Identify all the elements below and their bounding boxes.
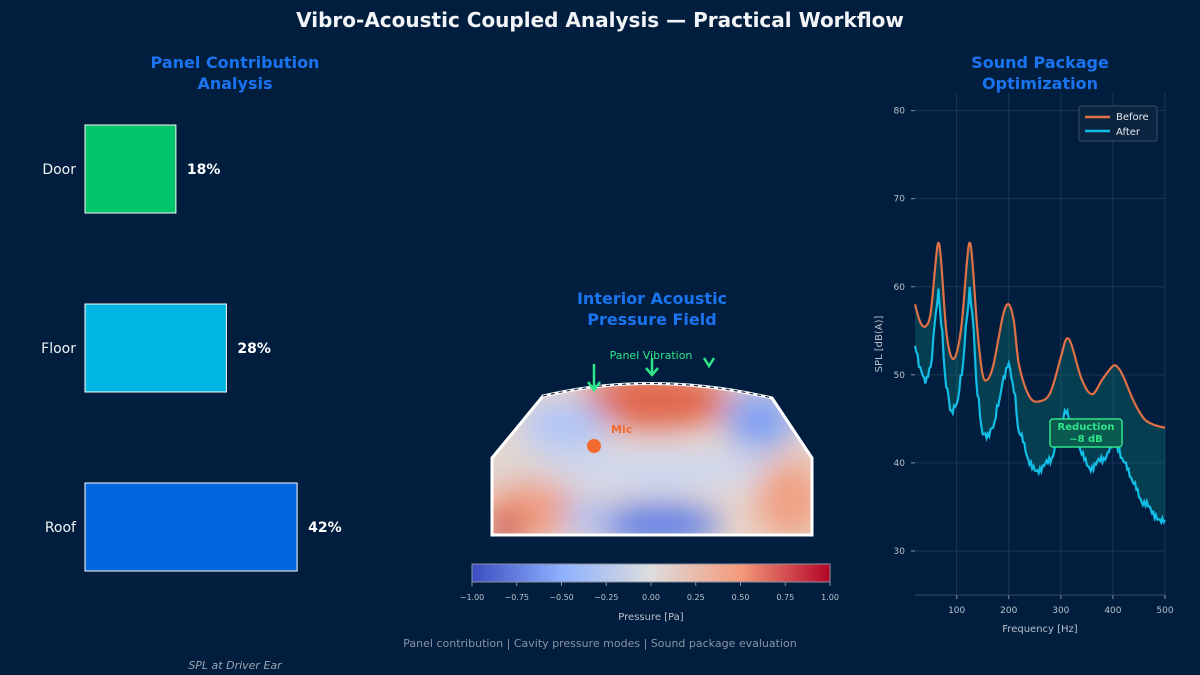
- bar-value-floor: 28%: [237, 341, 271, 357]
- colorbar-tick-label: −0.75: [504, 593, 529, 602]
- vibration-arrows: [587, 357, 716, 393]
- legend-label-before: Before: [1116, 112, 1149, 123]
- footer-note: Panel contribution | Cavity pressure mod…: [403, 637, 797, 650]
- y-tick-label: 30: [894, 547, 906, 557]
- caption: SPL at Driver Ear: [188, 659, 282, 672]
- pressure-heatmap: [492, 383, 812, 535]
- colorbar-tick-label: −1.00: [460, 593, 485, 602]
- colorbar-tick-label: 0.25: [687, 593, 705, 602]
- reduction-annotation-box: [1049, 418, 1123, 448]
- y-tick-label: 50: [894, 371, 906, 381]
- bar-label-floor: Floor: [41, 341, 76, 357]
- mic-marker: [587, 439, 601, 453]
- x-tick-label: 100: [948, 606, 965, 616]
- vibration-label: Panel Vibration: [610, 349, 693, 362]
- bar-floor: [84, 303, 227, 393]
- series-line-before: [913, 241, 1166, 429]
- bar-label-roof: Roof: [45, 520, 77, 536]
- y-tick-label: 40: [894, 459, 906, 469]
- colorbar-tick-label: −0.25: [594, 593, 619, 602]
- colorbar-label: Pressure [Pa]: [618, 612, 683, 623]
- y-tick-label: 60: [894, 283, 906, 293]
- x-tick-label: 200: [1000, 606, 1017, 616]
- bar-label-door: Door: [42, 162, 76, 178]
- colorbar-tick-label: 0.50: [732, 593, 750, 602]
- sound-package-title: Sound Package Optimization: [971, 53, 1109, 93]
- x-axis-label: Frequency [Hz]: [1002, 624, 1078, 635]
- x-tick-label: 500: [1156, 606, 1173, 616]
- colorbar-tick-label: −0.50: [549, 593, 574, 602]
- y-axis-label: SPL [dB(A)]: [874, 316, 885, 373]
- legend-label-after: After: [1116, 127, 1141, 138]
- bar-value-door: 18%: [187, 162, 221, 178]
- y-tick-label: 70: [894, 195, 906, 205]
- contribution-title: Panel Contribution Analysis: [150, 53, 320, 93]
- reduction-area: [915, 242, 1165, 523]
- colorbar-tick-label: 0.00: [642, 593, 660, 602]
- reduction-annotation-line1: Reduction: [1058, 422, 1115, 433]
- series-line-after: [913, 286, 1166, 526]
- pressure-title: Interior Acoustic Pressure Field: [576, 289, 728, 329]
- colorbar-tick-label: 0.75: [776, 593, 794, 602]
- bar-value-roof: 42%: [308, 520, 342, 536]
- colorbar-tick-label: 1.00: [821, 593, 839, 602]
- main-title: Vibro-Acoustic Coupled Analysis — Practi…: [296, 8, 904, 32]
- x-tick-label: 300: [1052, 606, 1069, 616]
- bar-door: [84, 124, 177, 214]
- x-tick-label: 400: [1104, 606, 1121, 616]
- reduction-annotation-line2: ~8 dB: [1069, 434, 1103, 445]
- mic-label: Mic: [611, 423, 632, 436]
- y-tick-label: 80: [894, 107, 906, 117]
- bar-roof: [84, 482, 298, 572]
- colorbar-ticks: −1.00 −0.75 −0.50 −0.25 0.00 0.25 0.50 0.75 1.00: [460, 582, 839, 602]
